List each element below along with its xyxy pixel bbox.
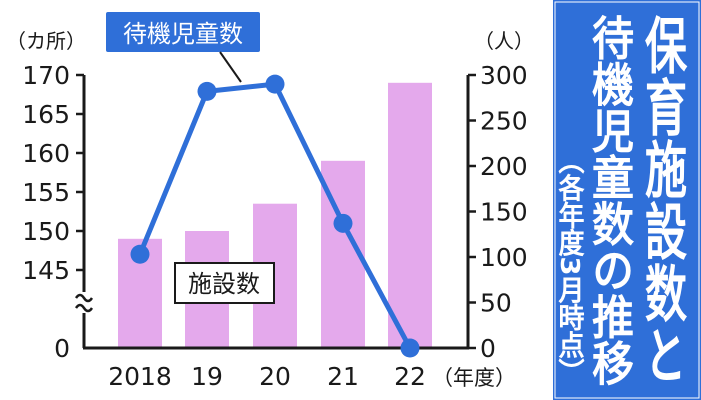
line-label-text: 待機児童数: [123, 20, 243, 48]
right-tick-label: 200: [480, 152, 528, 181]
x-axis-unit: （年度）: [432, 366, 516, 390]
category-label-20: 20: [259, 362, 291, 391]
left-tick-label: 160: [22, 139, 70, 168]
right-tick-label: 250: [480, 107, 528, 136]
bar-22: [388, 82, 432, 349]
left-tick-label: 150: [22, 217, 70, 246]
right-axis-unit: （人）: [474, 29, 534, 53]
line-label-pointer: [219, 51, 242, 83]
right-tick-label: 100: [480, 243, 528, 272]
line-point-2018: [130, 244, 150, 264]
axis-break-mark: [74, 293, 94, 313]
category-label-2018: 2018: [108, 362, 172, 391]
left-axis-unit: （カ所）: [6, 29, 86, 53]
line-series-label: 待機児童数: [106, 12, 260, 83]
left-tick-label: 165: [22, 100, 70, 129]
right-tick-label: 150: [480, 198, 528, 227]
chart-title-line-1: 保育施設数と: [639, 14, 688, 386]
chart-svg: 170 165 160 155 150 145 0 300 250 200 150 100 50 0 （カ所…: [6, 12, 534, 391]
category-label-22: 22: [394, 362, 426, 391]
line-label-box: [106, 12, 260, 52]
right-tick-label: 0: [480, 334, 496, 363]
left-tick-label-zero: 0: [54, 334, 70, 363]
line-point-19: [197, 81, 217, 101]
bar-label-text: 施設数: [188, 270, 260, 298]
side-panel-border: [554, 1, 700, 399]
category-label-21: 21: [327, 362, 359, 391]
left-tick-label: 145: [22, 256, 70, 285]
side-panel-bg: [553, 0, 701, 400]
right-tick-label: 50: [480, 289, 512, 318]
line-point-20: [265, 74, 285, 94]
chart-subtitle: （各年度3月時点）: [554, 146, 585, 386]
left-tick-label: 170: [22, 61, 70, 90]
line-point-21: [333, 213, 353, 233]
chart-title-line-2: 待機児童数の推移: [586, 14, 635, 386]
left-tick-label: 155: [22, 178, 70, 207]
bar-label-box: [174, 262, 275, 304]
right-tick-label: 300: [480, 61, 528, 90]
bar-series-label: 施設数: [174, 262, 275, 304]
line-point-22: [400, 338, 420, 358]
category-label-19: 19: [191, 362, 223, 391]
